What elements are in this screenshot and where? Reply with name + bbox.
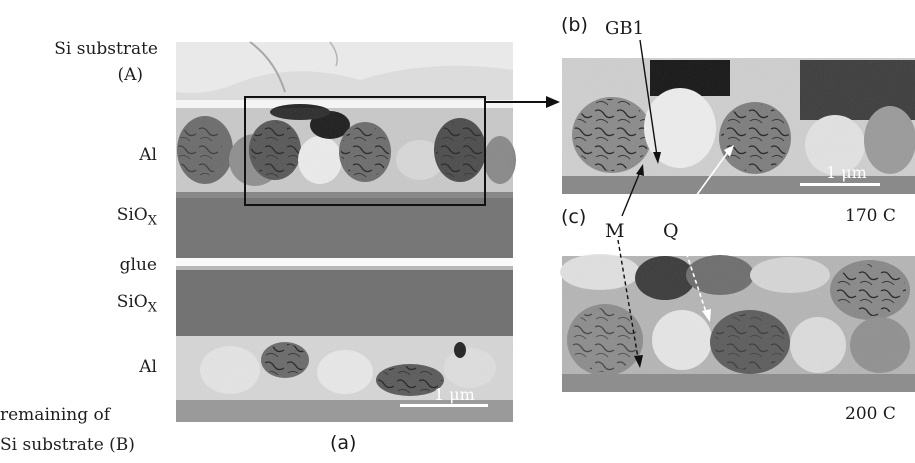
q-pointer-b — [679, 151, 729, 219]
gb1-pointer-head — [653, 152, 661, 164]
m-pointer-c-head — [634, 355, 643, 368]
panel-c-micrograph — [560, 254, 915, 392]
panel-letter-c: (c) — [561, 206, 587, 228]
label-si-substrate-b: Si substrate (B) — [0, 435, 135, 455]
q-pointer-c-head — [702, 309, 711, 322]
panel-a-micrograph — [176, 41, 516, 422]
label-si-substrate-a-letter: (A) — [117, 65, 143, 85]
label-al-top: Al — [139, 145, 157, 165]
temperature-200: 200 C — [845, 404, 896, 424]
m-pointer-b-head — [636, 164, 644, 176]
label-siox-top: SiOX — [117, 205, 157, 228]
q-pointer-b-head — [724, 145, 734, 157]
temperature-170: 170 C — [845, 206, 896, 226]
scale-bar-b-label: 1 μm — [826, 163, 867, 182]
gb1-pointer — [639, 39, 658, 157]
label-siox-bottom-sub: X — [147, 300, 157, 316]
label-remaining: remaining of — [0, 405, 111, 425]
label-al-bottom: Al — [139, 357, 157, 377]
annotation-gb1: GB1 — [605, 18, 644, 39]
m-pointer-c — [617, 239, 639, 359]
panel-letter-b: (b) — [561, 14, 588, 36]
annotation-m: M — [605, 220, 624, 242]
zoom-arrow-head — [546, 96, 560, 108]
label-si-substrate-a: Si substrate — [54, 39, 158, 59]
label-glue: glue — [119, 255, 157, 275]
m-pointer-b — [621, 171, 641, 217]
annotation-q: Q — [663, 220, 679, 242]
label-siox-top-sub: X — [147, 213, 157, 229]
label-siox-bottom: SiOX — [117, 292, 157, 315]
label-siox-top-text: SiO — [116, 205, 148, 225]
scale-bar-a-label: 1 μm — [434, 385, 475, 404]
q-pointer-c — [681, 239, 707, 313]
panel-b-micrograph — [562, 58, 915, 194]
panel-letter-a: (a) — [330, 432, 357, 454]
label-siox-bottom-text: SiO — [116, 292, 148, 312]
